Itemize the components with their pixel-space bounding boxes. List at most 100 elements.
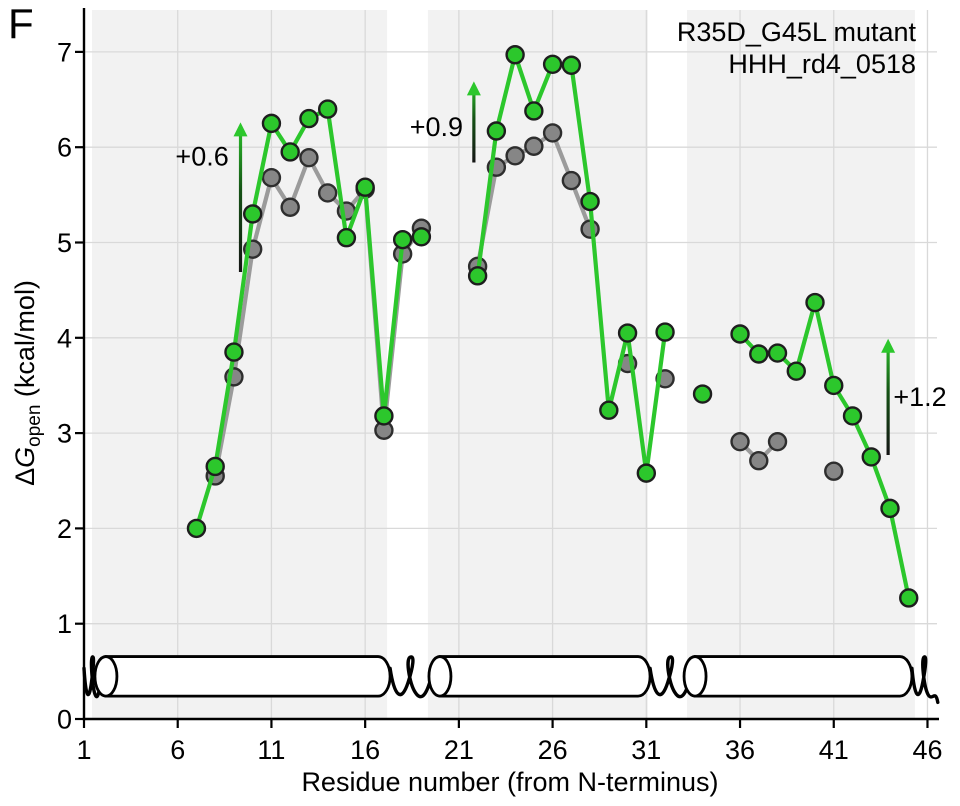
loop-squiggle — [648, 655, 694, 699]
series-r35d-g45l-mutant — [186, 45, 919, 608]
delta-g-increase-label: +0.6 — [175, 142, 228, 172]
data-point-marker — [786, 361, 806, 381]
data-point-marker — [280, 142, 300, 162]
data-point-marker — [617, 323, 638, 343]
x-tick-label: 16 — [350, 735, 380, 765]
y-axis-title: ΔGopen (kcal/mol) — [10, 280, 45, 486]
x-tick-label: 1 — [76, 735, 91, 765]
increase-arrow-head — [233, 122, 248, 137]
delta-g-increase-label: +0.9 — [410, 112, 463, 142]
y-tick-label: 0 — [57, 705, 72, 735]
y-axis-title-units: (kcal/mol) — [10, 280, 40, 405]
data-point-marker — [524, 136, 544, 156]
helix-cylinder — [438, 655, 652, 698]
data-point-marker — [261, 167, 282, 188]
y-tick-label: 3 — [57, 419, 72, 449]
data-point-marker — [280, 197, 300, 217]
y-tick-label: 2 — [57, 514, 72, 544]
data-point-marker — [824, 461, 844, 481]
layer-secondary-structure-cartoon — [82, 655, 940, 705]
legend-entry-wildtype: HHH_rd4_0518 — [728, 49, 916, 79]
x-tick-label: 11 — [257, 735, 285, 765]
x-axis-title: Residue number (from N-terminus) — [301, 767, 718, 797]
increase-arrow-head — [466, 81, 481, 96]
loop-squiggle — [82, 655, 104, 699]
data-point-marker — [317, 183, 338, 203]
x-tick-label: 36 — [725, 735, 755, 765]
data-point-marker — [655, 322, 675, 342]
data-point-marker — [842, 406, 863, 426]
delta-g-increase-label: +1.2 — [893, 382, 946, 412]
data-point-marker — [805, 292, 825, 313]
y-axis-title-subscript: open — [24, 405, 45, 447]
data-point-marker — [374, 406, 394, 426]
panel-label: F — [8, 0, 34, 47]
legend-entry-mutant: R35D_G45L mutant — [677, 17, 917, 47]
data-point-marker — [767, 431, 788, 452]
data-point-marker — [561, 55, 582, 75]
data-point-marker — [824, 375, 844, 396]
helix-cylinder — [104, 655, 392, 698]
data-point-marker — [542, 54, 563, 74]
y-tick-label: 6 — [57, 133, 72, 163]
loop-squiggle — [388, 655, 435, 699]
data-point-marker — [317, 99, 338, 119]
data-point-marker — [749, 451, 769, 471]
data-point-marker — [542, 123, 563, 143]
data-point-marker — [505, 146, 525, 166]
data-point-marker — [561, 170, 582, 191]
data-point-marker — [355, 177, 375, 197]
data-point-marker — [636, 463, 657, 483]
x-tick-label: 6 — [170, 735, 185, 765]
data-point-marker — [486, 121, 507, 141]
layer-annotations: +0.6 +0.9 +1.2 — [175, 81, 947, 456]
data-point-marker — [242, 204, 263, 224]
y-tick-label: 5 — [57, 228, 72, 258]
y-tick-label: 4 — [57, 323, 72, 353]
data-point-marker — [392, 229, 413, 250]
data-point-marker — [224, 342, 244, 362]
data-point-marker — [299, 147, 319, 168]
data-point-marker — [524, 101, 544, 121]
data-point-marker — [880, 498, 900, 519]
y-tick-label: 7 — [57, 37, 72, 67]
layer-gridlines — [84, 10, 937, 719]
helix-shading-band — [427, 10, 649, 719]
helix-cylinder-cap — [682, 655, 708, 698]
x-tick-label: 41 — [819, 735, 849, 765]
data-point-marker — [730, 431, 750, 452]
y-axis-title-g: G — [10, 447, 40, 468]
data-point-marker — [411, 227, 432, 247]
y-axis-title-delta: Δ — [10, 468, 40, 486]
data-point-marker — [186, 518, 207, 539]
x-tick-label: 46 — [912, 735, 942, 765]
x-tick-label: 26 — [538, 735, 568, 765]
data-point-marker — [205, 456, 225, 477]
data-point-marker — [505, 45, 525, 65]
x-tick-label: 31 — [631, 735, 661, 765]
data-point-marker — [467, 266, 488, 286]
data-point-marker — [767, 343, 788, 363]
x-tick-label: 21 — [444, 735, 474, 765]
data-point-marker — [730, 324, 750, 344]
data-point-marker — [692, 384, 713, 404]
data-point-marker — [749, 344, 769, 364]
data-point-marker — [299, 108, 319, 129]
increase-arrow-head — [881, 338, 896, 353]
helix-cylinder-cap — [427, 655, 453, 698]
y-tick-label: 1 — [57, 609, 72, 639]
helix-cylinder — [693, 655, 914, 698]
helix-cylinder-cap — [93, 655, 119, 698]
loop-squiggle — [910, 655, 940, 705]
data-point-marker — [899, 588, 919, 608]
helix-shading-band — [92, 10, 388, 719]
layer-data-series — [186, 45, 919, 608]
data-point-marker — [336, 228, 357, 248]
data-point-marker — [261, 113, 282, 134]
data-point-marker — [861, 447, 881, 467]
data-point-marker — [580, 191, 600, 212]
data-point-marker — [599, 400, 619, 420]
